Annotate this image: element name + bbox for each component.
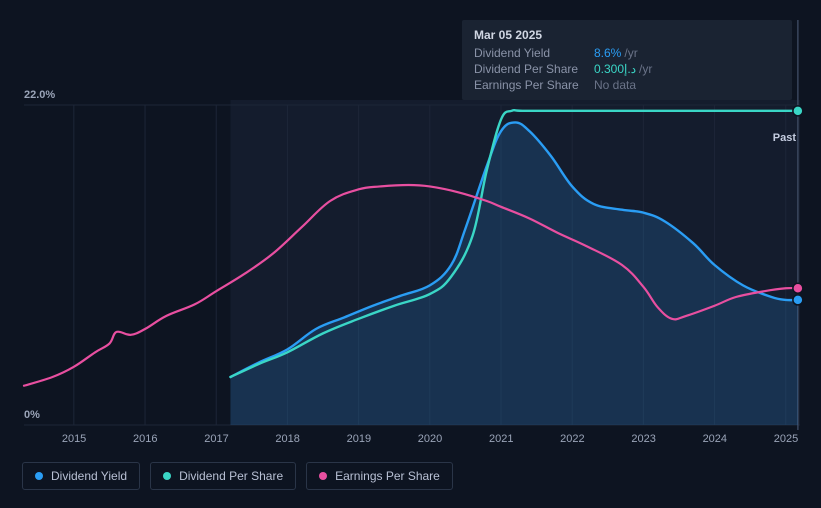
tooltip-row-label: Earnings Per Share: [474, 78, 594, 92]
tooltip-row-label: Dividend Yield: [474, 46, 594, 60]
x-axis-tick: 2016: [133, 433, 157, 445]
x-axis-tick: 2019: [347, 433, 371, 445]
legend-item-dividend-per-share[interactable]: Dividend Per Share: [150, 462, 296, 490]
tooltip-row-value: 8.6%/yr: [594, 46, 638, 60]
chart-container: 22.0% 0% 2015 2016 2017 2018 2019 2020 2021 202…: [0, 0, 821, 508]
x-axis-tick: 2018: [275, 433, 299, 445]
tooltip-row-label: Dividend Per Share: [474, 62, 594, 76]
x-axis-tick: 2015: [62, 433, 86, 445]
y-axis-label-max: 22.0%: [24, 89, 55, 101]
x-axis-tick: 2023: [631, 433, 655, 445]
tooltip-row-value: 0.300د.إ/yr: [594, 62, 652, 76]
tooltip-row: Dividend Per Share0.300د.إ/yr: [474, 62, 780, 76]
legend: Dividend Yield Dividend Per Share Earnings…: [22, 462, 453, 490]
legend-dot: [163, 472, 171, 480]
chart-tooltip: Mar 05 2025 Dividend Yield8.6%/yrDividen…: [462, 20, 792, 100]
legend-dot: [35, 472, 43, 480]
y-axis-label-min: 0%: [24, 409, 40, 421]
x-axis-tick: 2025: [774, 433, 798, 445]
tooltip-row: Earnings Per ShareNo data: [474, 78, 780, 92]
legend-label: Dividend Per Share: [179, 469, 283, 483]
legend-label: Earnings Per Share: [335, 469, 440, 483]
x-axis-tick: 2017: [204, 433, 228, 445]
legend-item-dividend-yield[interactable]: Dividend Yield: [22, 462, 140, 490]
legend-item-earnings-per-share[interactable]: Earnings Per Share: [306, 462, 453, 490]
tooltip-date: Mar 05 2025: [474, 28, 780, 42]
x-axis-tick: 2022: [560, 433, 584, 445]
past-label: Past: [773, 132, 796, 144]
tooltip-row-value: No data: [594, 78, 636, 92]
x-axis-tick: 2024: [703, 433, 727, 445]
legend-dot: [319, 472, 327, 480]
x-axis-tick: 2020: [418, 433, 442, 445]
legend-label: Dividend Yield: [51, 469, 127, 483]
x-axis-tick: 2021: [489, 433, 513, 445]
tooltip-row: Dividend Yield8.6%/yr: [474, 46, 780, 60]
